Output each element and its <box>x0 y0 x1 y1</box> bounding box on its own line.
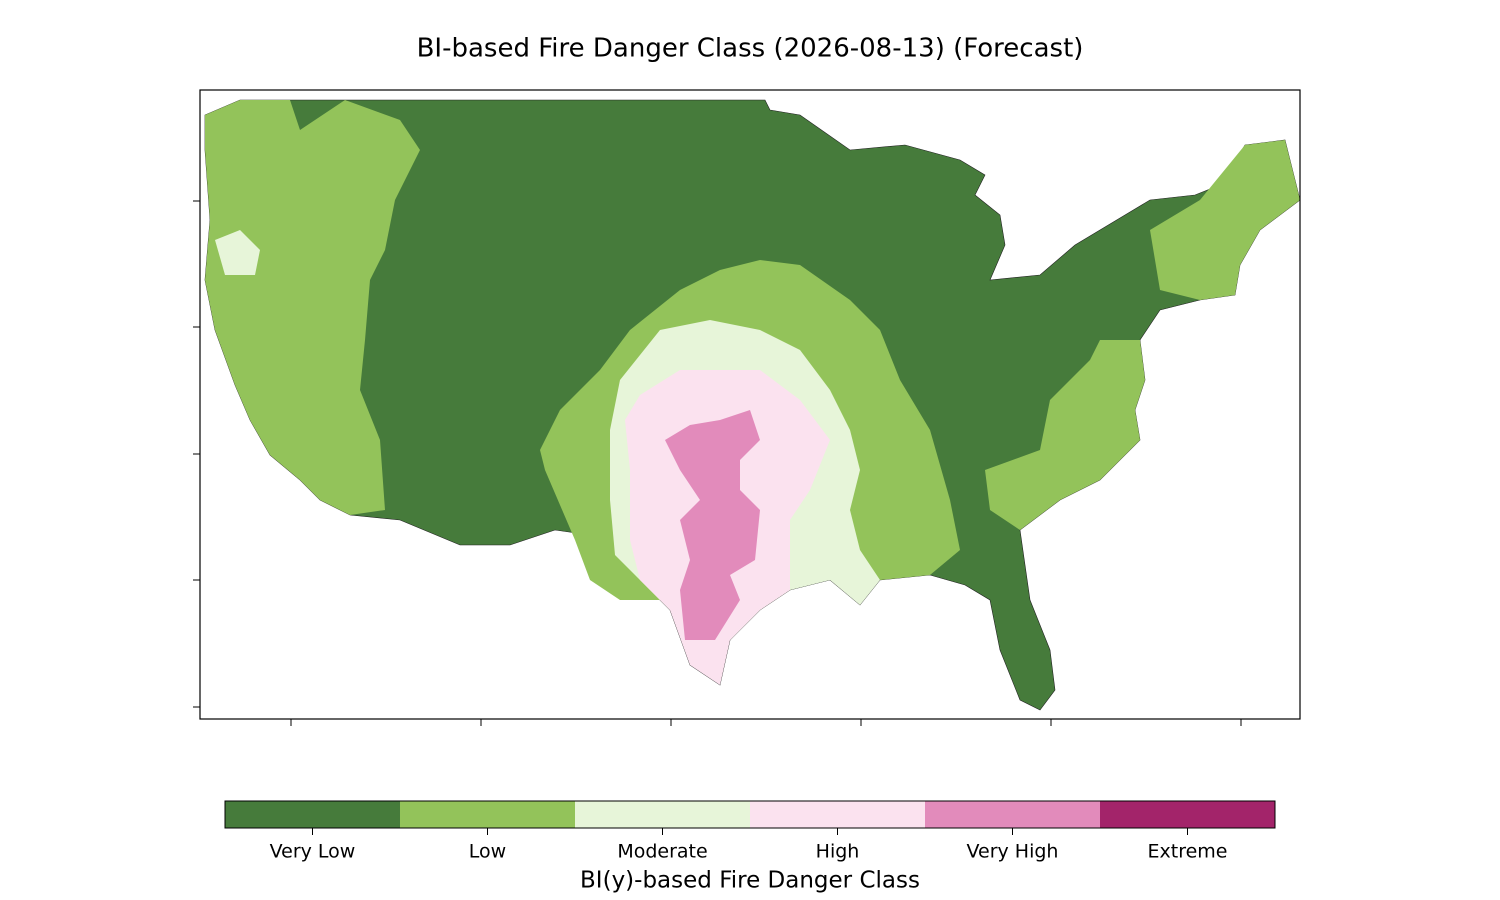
colorbar-segment <box>575 801 750 828</box>
danger-region <box>1150 140 1300 300</box>
axis-ticks <box>193 200 1242 726</box>
colorbar-frame <box>224 800 1276 829</box>
map <box>204 99 1301 711</box>
colorbar-tick-label: Very Low <box>270 841 356 863</box>
danger-region <box>215 230 260 275</box>
colorbar-tick-label: Extreme <box>1148 841 1228 863</box>
colorbar-segment <box>400 801 575 828</box>
colorbar-tick-label: Low <box>469 841 506 863</box>
danger-region <box>985 340 1145 530</box>
colorbar-label: BI(y)-based Fire Danger Class <box>580 868 920 894</box>
colorbar-segment <box>925 801 1100 828</box>
colorbar-segment <box>225 801 400 828</box>
danger-region <box>205 100 420 515</box>
map-frame <box>199 89 1301 720</box>
colorbar-segment <box>750 801 925 828</box>
colorbar-tick-label: Very High <box>967 841 1059 863</box>
colorbar-tick-label: High <box>816 841 860 863</box>
colorbar-tick-label: Moderate <box>617 841 707 863</box>
map-title: BI-based Fire Danger Class (2026-08-13) … <box>417 34 1084 64</box>
colorbar-segment <box>1100 801 1275 828</box>
colorbar: Very Low Low Moderate High Very High Extreme <box>224 800 1276 863</box>
danger-region <box>665 410 760 640</box>
